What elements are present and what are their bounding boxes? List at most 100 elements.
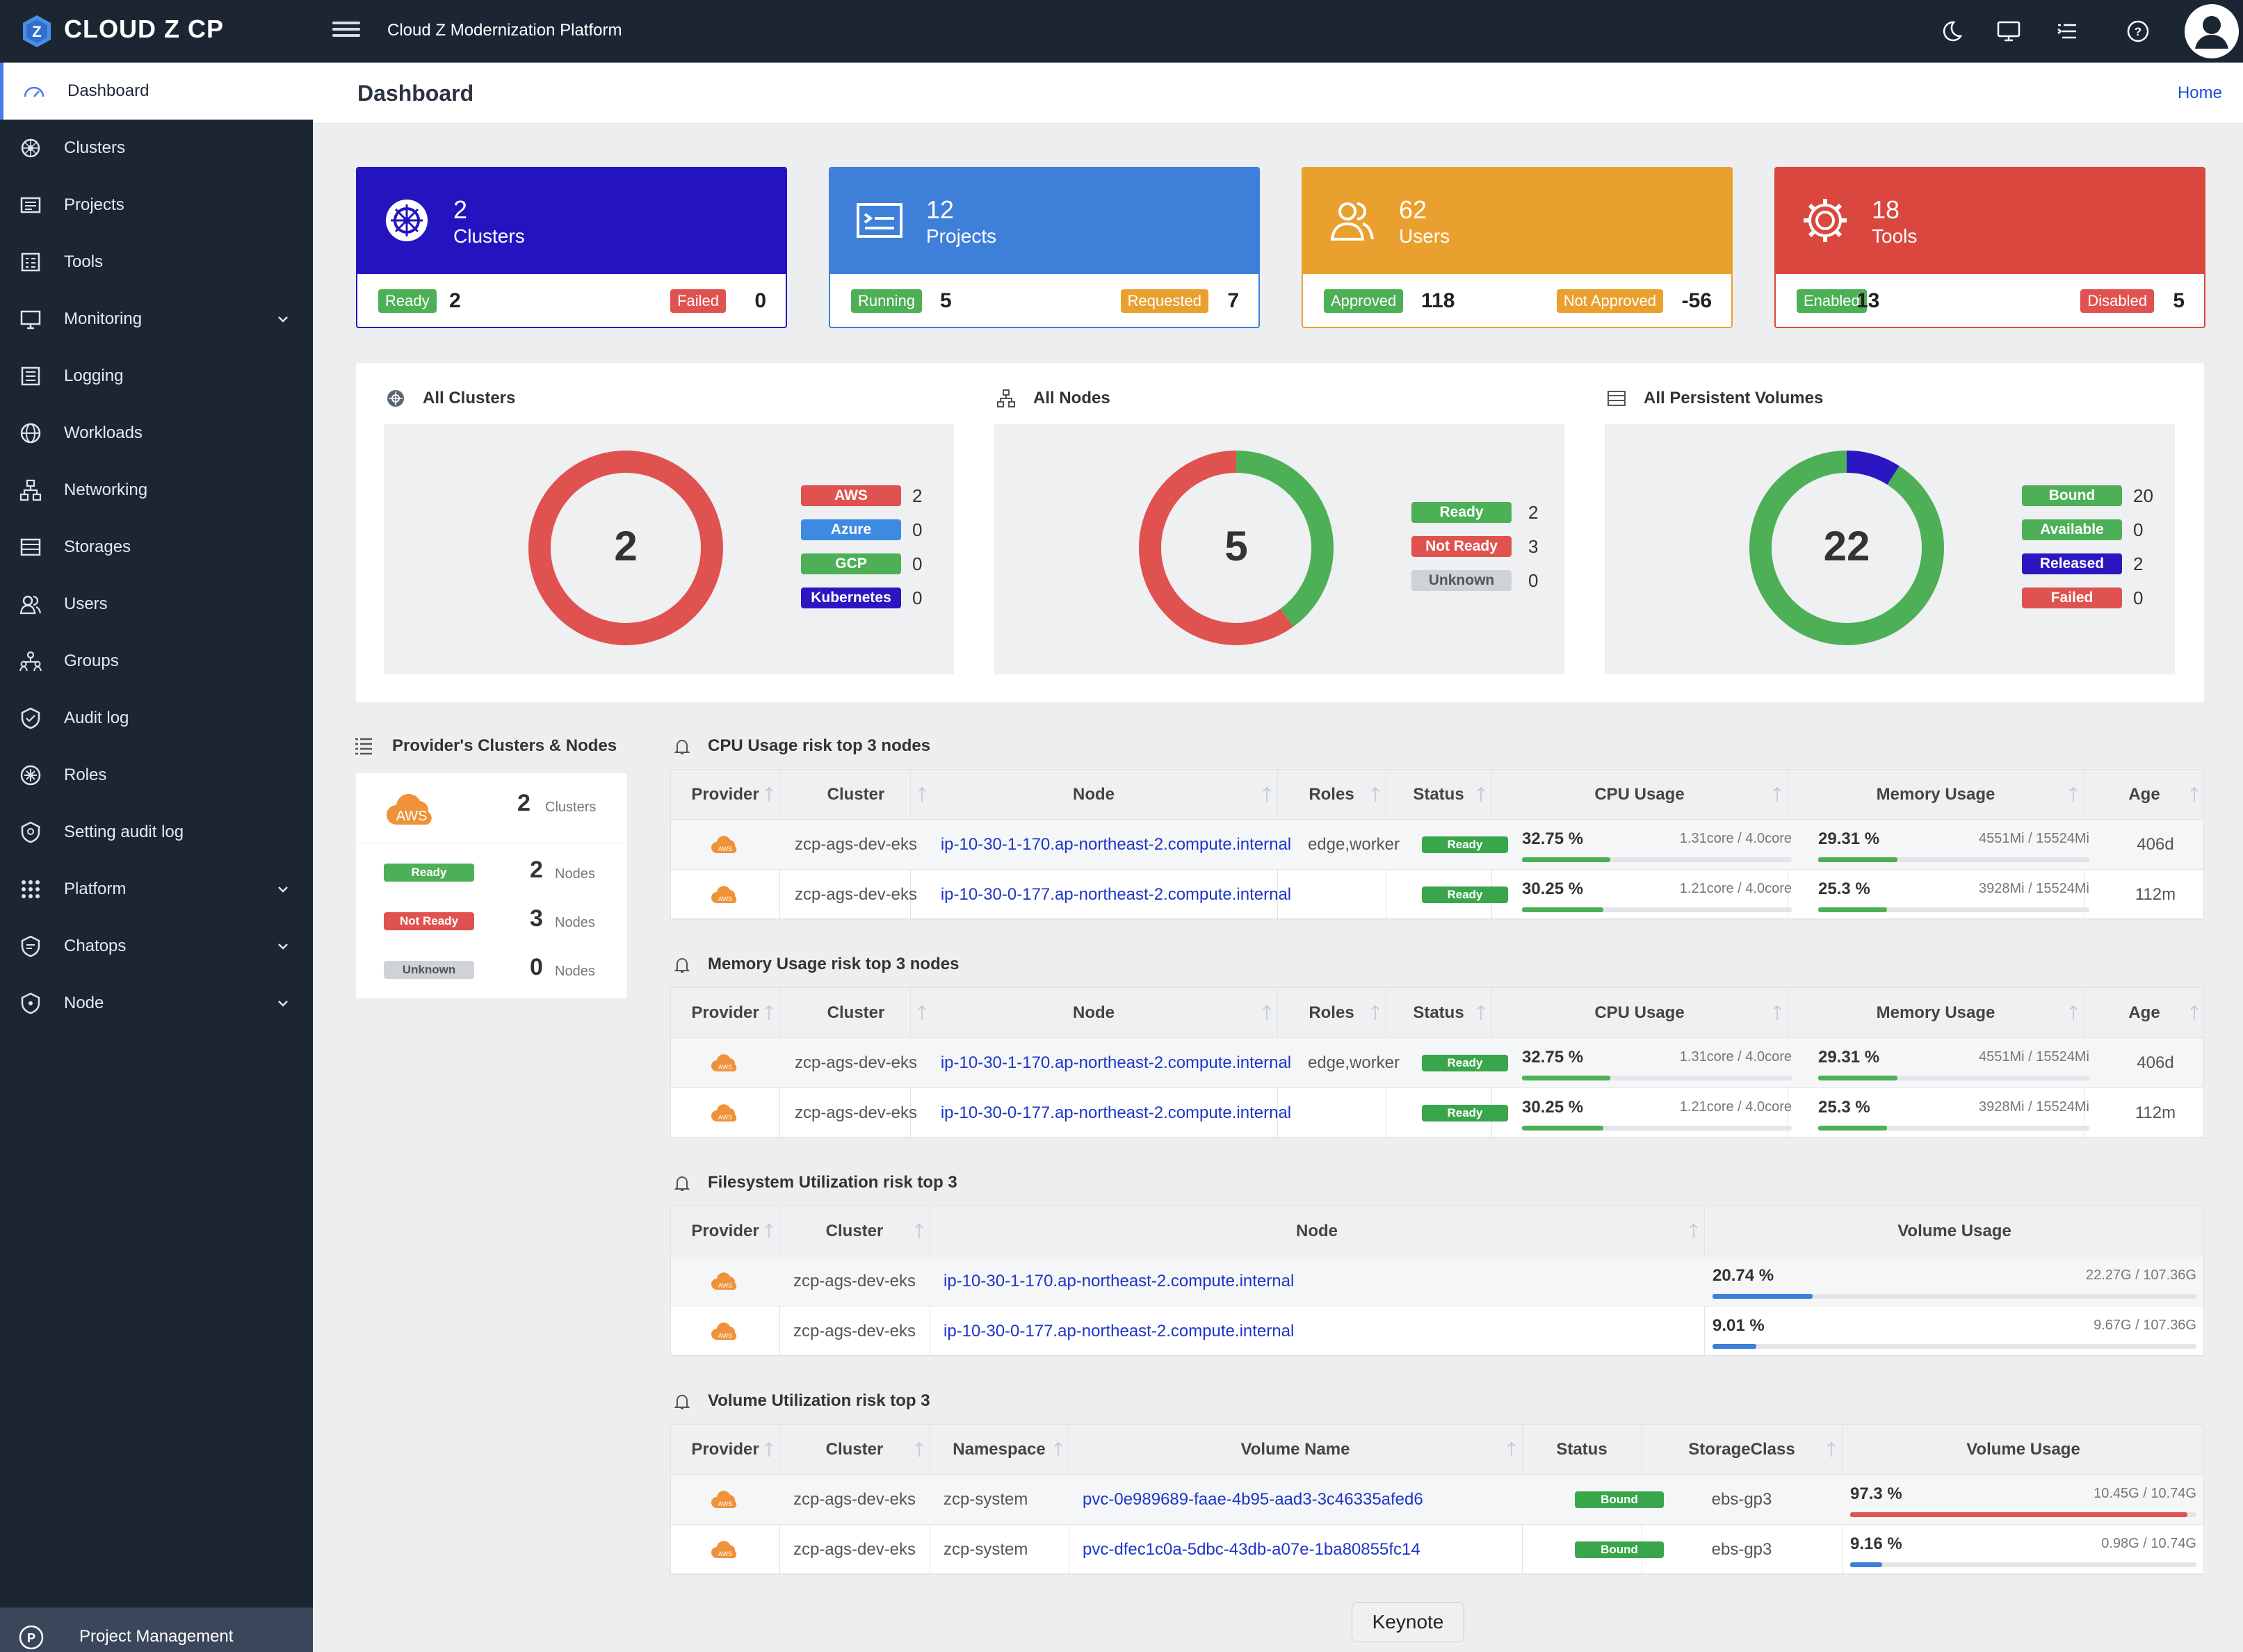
column-header[interactable]: Cluster <box>825 1222 884 1240</box>
sort-arrow-icon[interactable] <box>1370 1002 1380 1023</box>
sidebar-item-clusters[interactable]: Clusters <box>0 120 313 177</box>
stat-card-users[interactable]: 62 Users Approved 118 Not Approved -56 <box>1302 167 1733 328</box>
cell-volume-link[interactable]: pvc-dfec1c0a-5dbc-43db-a07e-1ba80855fc14 <box>1083 1540 1420 1559</box>
column-header[interactable]: Provider <box>691 1222 759 1240</box>
cell-node-link[interactable]: ip-10-30-1-170.ap-northeast-2.compute.in… <box>940 835 1292 854</box>
table-row[interactable]: AWS zcp-ags-dev-eks zcp-system pvc-0e989689… <box>671 1475 2203 1525</box>
column-header[interactable]: Provider <box>691 1003 759 1022</box>
column-header[interactable]: Node <box>1073 1003 1115 1022</box>
sort-arrow-icon[interactable] <box>2189 784 2199 804</box>
sidebar-item-users[interactable]: Users <box>0 576 313 633</box>
column-header[interactable]: Age <box>2128 785 2160 804</box>
sidebar-item-roles[interactable]: Roles <box>0 747 313 804</box>
sort-arrow-icon[interactable] <box>764 1439 774 1459</box>
sort-arrow-icon[interactable] <box>1772 1002 1782 1023</box>
column-header[interactable]: Cluster <box>827 785 885 804</box>
column-header[interactable]: Namespace <box>953 1440 1046 1459</box>
sort-arrow-icon[interactable] <box>1827 1439 1836 1459</box>
chevron-down-icon[interactable] <box>275 882 291 897</box>
hamburger-menu-icon[interactable] <box>332 18 360 44</box>
column-header[interactable]: Volume Usage <box>1966 1440 2080 1459</box>
sort-arrow-icon[interactable] <box>1772 784 1782 804</box>
sort-arrow-icon[interactable] <box>2068 784 2078 804</box>
help-icon[interactable]: ? <box>2123 17 2153 46</box>
chevron-down-icon[interactable] <box>275 311 291 327</box>
sort-arrow-icon[interactable] <box>1476 1002 1486 1023</box>
chevron-down-icon[interactable] <box>275 939 291 954</box>
sidebar-item-workloads[interactable]: Workloads <box>0 405 313 462</box>
cell-node-link[interactable]: ip-10-30-0-177.ap-northeast-2.compute.in… <box>944 1322 1295 1341</box>
cell-node-link[interactable]: ip-10-30-0-177.ap-northeast-2.compute.in… <box>940 885 1292 904</box>
column-header[interactable]: Provider <box>691 1440 759 1459</box>
brand[interactable]: Z CLOUD Z CP <box>0 0 313 63</box>
sidebar-item-networking[interactable]: Networking <box>0 462 313 519</box>
sort-arrow-icon[interactable] <box>1476 784 1486 804</box>
chevron-down-icon[interactable] <box>275 996 291 1011</box>
column-header[interactable]: Age <box>2128 1003 2160 1022</box>
column-header[interactable]: Volume Name <box>1240 1440 1350 1459</box>
column-header[interactable]: CPU Usage <box>1594 1003 1685 1022</box>
sidebar-item-node[interactable]: Node <box>0 975 313 1032</box>
stat-card-projects[interactable]: 12 Projects Running 5 Requested 7 <box>829 167 1260 328</box>
moon-icon[interactable] <box>1936 17 1965 46</box>
cell-node-link[interactable]: ip-10-30-1-170.ap-northeast-2.compute.in… <box>940 1053 1292 1072</box>
sidebar-item-tools[interactable]: Tools <box>0 234 313 291</box>
table-row[interactable]: AWS zcp-ags-dev-eks zcp-system pvc-dfec1c0a… <box>671 1525 2203 1575</box>
sidebar-item-platform[interactable]: Platform <box>0 861 313 918</box>
sort-arrow-icon[interactable] <box>917 1002 927 1023</box>
column-header[interactable]: Status <box>1556 1440 1608 1459</box>
column-header[interactable]: StorageClass <box>1688 1440 1795 1459</box>
stat-card-tools[interactable]: 18 Tools Enabled 13 Disabled 5 <box>1774 167 2205 328</box>
column-header[interactable]: Cluster <box>825 1440 884 1459</box>
column-header[interactable]: CPU Usage <box>1594 785 1685 804</box>
project-management-button[interactable]: P Project Management <box>0 1608 313 1652</box>
table-row[interactable]: AWS zcp-ags-dev-eks ip-10-30-1-170.ap-nort… <box>671 1038 2203 1088</box>
sidebar-item-chatops[interactable]: Chatops <box>0 918 313 975</box>
sort-arrow-icon[interactable] <box>1053 1439 1063 1459</box>
sidebar-item-monitoring[interactable]: Monitoring <box>0 291 313 348</box>
column-header[interactable]: Roles <box>1309 1003 1354 1022</box>
sidebar-item-dashboard[interactable]: Dashboard <box>0 63 313 120</box>
column-header[interactable]: Status <box>1413 785 1464 804</box>
list-indent-icon[interactable] <box>2052 17 2082 46</box>
table-row[interactable]: AWS zcp-ags-dev-eks ip-10-30-1-170.ap-nort… <box>671 1256 2203 1306</box>
column-header[interactable]: Roles <box>1309 785 1354 804</box>
table-row[interactable]: AWS zcp-ags-dev-eks ip-10-30-0-177.ap-nort… <box>671 1088 2203 1138</box>
cell-volume-link[interactable]: pvc-0e989689-faae-4b95-aad3-3c46335afed6 <box>1083 1490 1423 1509</box>
sort-arrow-icon[interactable] <box>1370 784 1380 804</box>
column-header[interactable]: Status <box>1413 1003 1464 1022</box>
column-header[interactable]: Cluster <box>827 1003 885 1022</box>
sort-arrow-icon[interactable] <box>914 1220 924 1241</box>
table-row[interactable]: AWS zcp-ags-dev-eks ip-10-30-1-170.ap-nort… <box>671 820 2203 870</box>
column-header[interactable]: Provider <box>691 785 759 804</box>
sidebar-item-logging[interactable]: Logging <box>0 348 313 405</box>
column-header[interactable]: Volume Usage <box>1897 1222 2011 1240</box>
table-row[interactable]: AWS zcp-ags-dev-eks ip-10-30-0-177.ap-nort… <box>671 1306 2203 1357</box>
monitor-icon[interactable] <box>1994 17 2023 46</box>
cell-node-link[interactable]: ip-10-30-1-170.ap-northeast-2.compute.in… <box>944 1272 1295 1290</box>
table-row[interactable]: AWS zcp-ags-dev-eks ip-10-30-0-177.ap-nort… <box>671 870 2203 920</box>
sidebar-item-storages[interactable]: Storages <box>0 519 313 576</box>
sort-arrow-icon[interactable] <box>764 784 774 804</box>
sidebar-item-audit-log[interactable]: Audit log <box>0 690 313 747</box>
breadcrumb-home-link[interactable]: Home <box>2177 83 2222 102</box>
sort-arrow-icon[interactable] <box>1262 784 1272 804</box>
sort-arrow-icon[interactable] <box>764 1002 774 1023</box>
sidebar-item-setting-audit-log[interactable]: Setting audit log <box>0 804 313 861</box>
column-header[interactable]: Memory Usage <box>1876 785 1995 804</box>
sort-arrow-icon[interactable] <box>914 1439 924 1459</box>
sort-arrow-icon[interactable] <box>2189 1002 2199 1023</box>
sort-arrow-icon[interactable] <box>917 784 927 804</box>
sidebar-item-groups[interactable]: Groups <box>0 633 313 690</box>
sort-arrow-icon[interactable] <box>2068 1002 2078 1023</box>
column-header[interactable]: Node <box>1073 785 1115 804</box>
column-header[interactable]: Node <box>1296 1222 1338 1240</box>
sort-arrow-icon[interactable] <box>1689 1220 1699 1241</box>
sort-arrow-icon[interactable] <box>1507 1439 1516 1459</box>
stat-card-clusters[interactable]: 2 Clusters Ready 2 Failed 0 <box>356 167 787 328</box>
sort-arrow-icon[interactable] <box>1262 1002 1272 1023</box>
sidebar-item-projects[interactable]: Projects <box>0 177 313 234</box>
column-header[interactable]: Memory Usage <box>1876 1003 1995 1022</box>
user-avatar[interactable] <box>2185 4 2239 58</box>
sort-arrow-icon[interactable] <box>764 1220 774 1241</box>
